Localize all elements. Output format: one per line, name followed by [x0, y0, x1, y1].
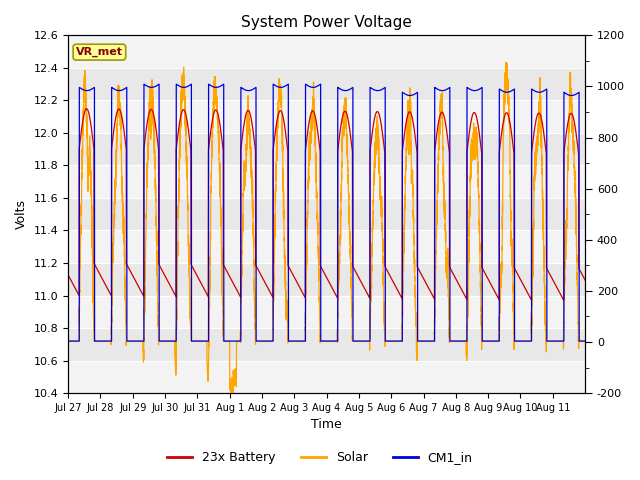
- Bar: [68, 166, 585, 198]
- Bar: [68, 230, 585, 263]
- X-axis label: Time: Time: [311, 419, 342, 432]
- Y-axis label: Volts: Volts: [15, 199, 28, 229]
- Bar: [68, 100, 585, 133]
- Legend: 23x Battery, Solar, CM1_in: 23x Battery, Solar, CM1_in: [163, 446, 477, 469]
- Text: VR_met: VR_met: [76, 47, 123, 57]
- Bar: [68, 296, 585, 328]
- Bar: [68, 360, 585, 393]
- Title: System Power Voltage: System Power Voltage: [241, 15, 412, 30]
- Bar: [68, 36, 585, 68]
